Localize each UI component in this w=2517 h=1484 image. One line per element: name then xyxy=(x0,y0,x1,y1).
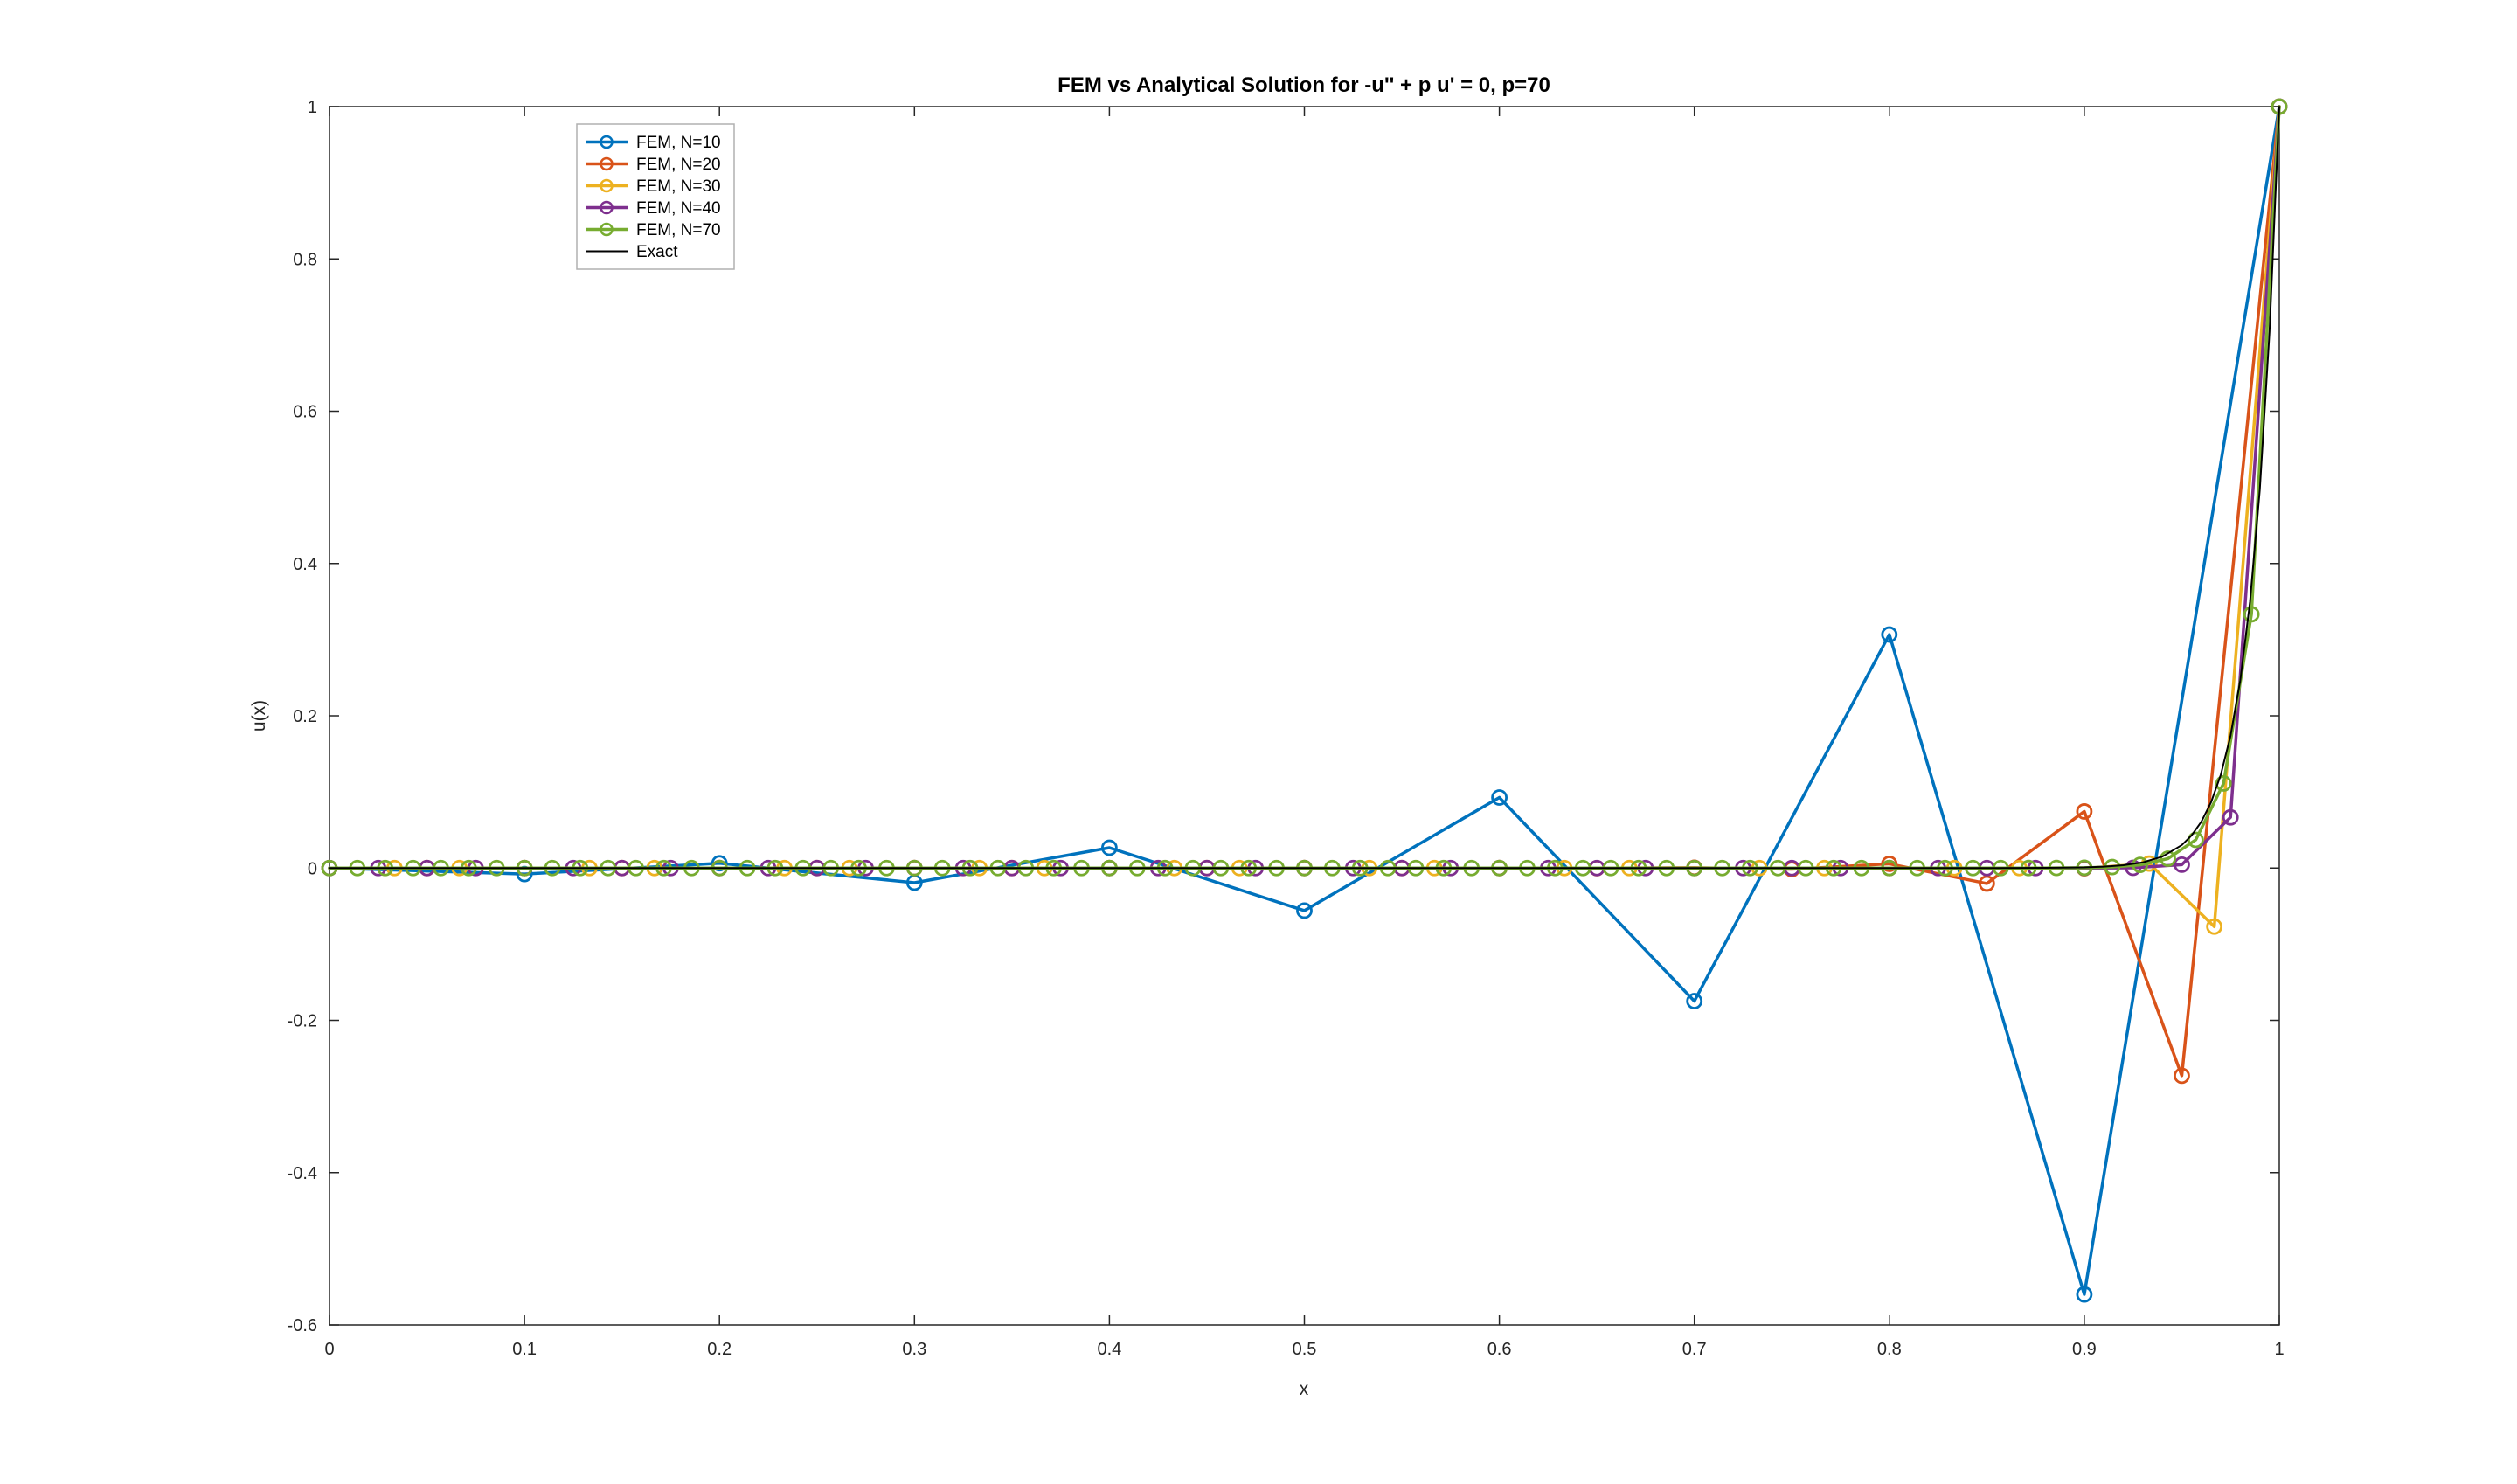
y-axis-label: u(x) xyxy=(249,700,269,732)
y-tick-label: 0 xyxy=(308,859,317,878)
data-point-marker-fem-n40 xyxy=(2222,808,2239,826)
data-point-marker-fem-n10 xyxy=(711,855,728,872)
legend-sample-marker-fem-n40 xyxy=(600,200,614,215)
data-point-marker-fem-n20 xyxy=(2076,803,2093,820)
y-tick-label: -0.2 xyxy=(288,1012,317,1031)
x-tick-label: 0.7 xyxy=(1682,1340,1707,1359)
legend-label-fem-n10: FEM, N=10 xyxy=(636,134,721,152)
data-point-marker-fem-n30 xyxy=(2206,918,2223,935)
legend-label-fem-n40: FEM, N=40 xyxy=(636,199,721,218)
y-tick-label: 0.6 xyxy=(293,403,317,422)
legend-sample-marker-fem-n30 xyxy=(600,178,614,193)
data-point-marker-fem-n10 xyxy=(1686,993,1703,1009)
x-tick-label: 1 xyxy=(2274,1340,2284,1359)
legend-sample-marker-fem-n10 xyxy=(600,135,614,149)
x-tick-label: 0.3 xyxy=(902,1340,926,1359)
data-point-marker-fem-n10 xyxy=(1491,789,1508,806)
data-point-marker-fem-n20 xyxy=(1978,875,1995,892)
legend-label-fem-n30: FEM, N=30 xyxy=(636,177,721,196)
plot-area: 0 0.1 0.2 0.3 0.4 0.5 0.6 0.7 0.8 0.9 1 -0.6 -0.4 -0.… xyxy=(288,98,2288,1359)
y-tick-label: -0.6 xyxy=(288,1316,317,1335)
legend-sample-marker-fem-n20 xyxy=(600,156,614,171)
x-tick-label: 0.1 xyxy=(512,1340,537,1359)
chart-title: FEM vs Analytical Solution for -u'' + p … xyxy=(1057,73,1550,97)
legend: FEM, N=10 FEM, N=20 FEM, N=30 FEM, N=40 FEM,… xyxy=(576,123,735,270)
data-point-marker-fem-n20 xyxy=(2174,1067,2190,1085)
legend-label-fem-n20: FEM, N=20 xyxy=(636,156,721,174)
data-point-marker-fem-n10 xyxy=(1101,839,1118,856)
y-tick-label: 1 xyxy=(308,98,317,117)
y-tick-label: 0.4 xyxy=(293,555,317,574)
data-point-marker-fem-n70 xyxy=(2243,606,2260,623)
y-tick-label: -0.4 xyxy=(288,1164,317,1183)
x-tick-label: 0.6 xyxy=(1487,1340,1512,1359)
data-point-marker-fem-n10 xyxy=(1881,626,1898,643)
y-tick-label: 0.2 xyxy=(293,707,317,726)
y-tick-label: 0.8 xyxy=(293,250,317,269)
series-line-fem-n10 xyxy=(328,105,2281,1296)
legend-label-fem-n70: FEM, N=70 xyxy=(636,221,721,239)
x-tick-label: 0.2 xyxy=(707,1340,732,1359)
legend-box xyxy=(576,123,735,270)
data-point-marker-fem-n70 xyxy=(2132,856,2149,874)
x-tick-label: 0.9 xyxy=(2072,1340,2097,1359)
data-point-marker-fem-n70 xyxy=(2187,831,2204,849)
x-axis-label: x xyxy=(1300,1379,1309,1399)
data-point-marker-fem-n70 xyxy=(2160,850,2176,867)
data-point-marker-fem-n70 xyxy=(2215,775,2232,792)
axes-box xyxy=(329,106,2280,1326)
x-tick-label: 0.4 xyxy=(1097,1340,1121,1359)
x-tick-label: 0.5 xyxy=(1293,1340,1317,1359)
data-point-marker-fem-n40 xyxy=(2174,856,2190,873)
data-point-marker-fem-n10 xyxy=(1296,902,1313,919)
legend-sample-marker-fem-n70 xyxy=(600,222,614,237)
x-tick-label: 0 xyxy=(324,1340,334,1359)
series-line-exact xyxy=(329,106,2280,870)
legend-label-exact: Exact xyxy=(636,243,678,261)
data-point-marker-fem-n10 xyxy=(2076,1286,2093,1303)
x-tick-label: 0.8 xyxy=(1877,1340,1902,1359)
